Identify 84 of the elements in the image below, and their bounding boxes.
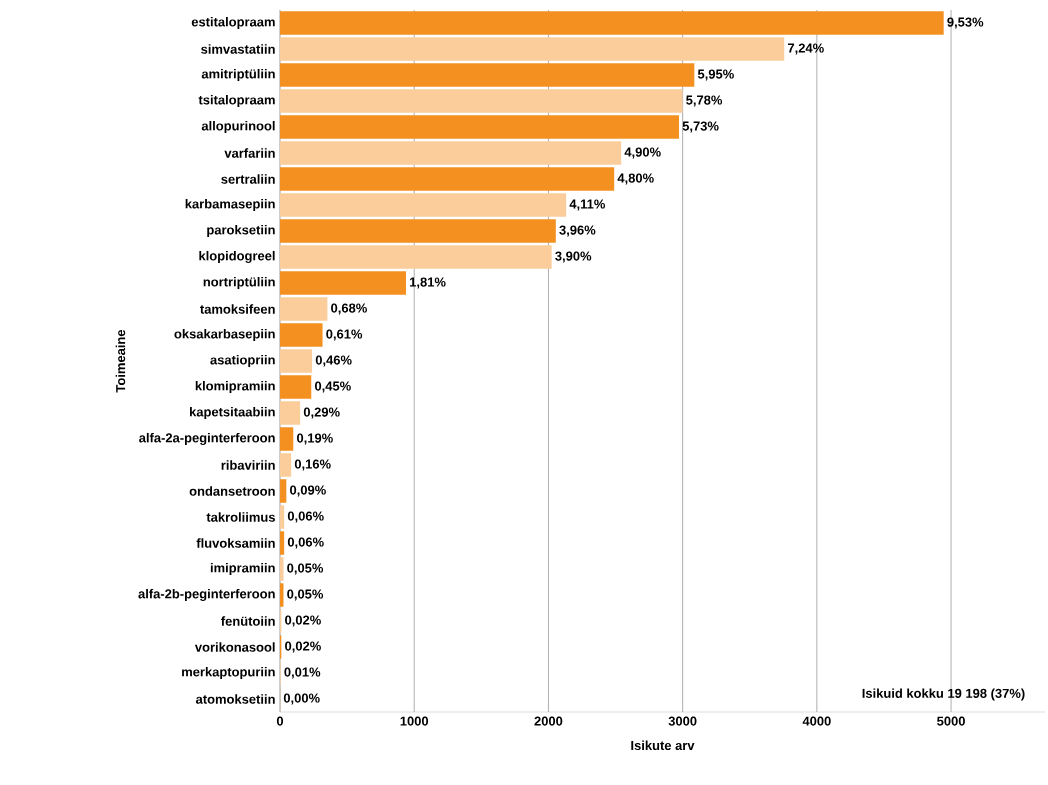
- annotation: 0,19%: [297, 433, 333, 445]
- y-tick-label: paroksetiin: [207, 224, 275, 238]
- bar: [280, 453, 292, 477]
- bar: [280, 479, 287, 503]
- annotation: 7,24%: [788, 43, 824, 55]
- bar: [280, 11, 944, 35]
- annotation: 4,80%: [617, 173, 654, 185]
- y-tick-label: fenütoiin: [221, 616, 275, 626]
- annotation: 0,00%: [283, 693, 320, 705]
- y-tick-label: ribaviriin: [221, 460, 275, 470]
- y-tick-label: klomipramiin: [195, 380, 275, 394]
- bar: [280, 115, 680, 139]
- annotation: 0,01%: [284, 667, 321, 679]
- annotation: 0,45%: [314, 381, 351, 393]
- annotation: 4,90%: [624, 147, 661, 159]
- annotation: 5,73%: [682, 121, 719, 133]
- y-tick-label: varfariin: [224, 148, 275, 158]
- bar: [280, 349, 313, 373]
- annotation: 0,06%: [287, 511, 324, 523]
- y-tick-label: karbamasepiin: [185, 198, 275, 212]
- y-tick-label: fluvoksamiin: [196, 538, 275, 548]
- annotation: 0,29%: [303, 407, 340, 419]
- x-tick-label: 4000: [802, 716, 831, 726]
- annotation: 0,05%: [287, 589, 324, 601]
- x-tick-label: 5000: [937, 716, 965, 726]
- y-tick-label: merkaptopuriin: [182, 666, 275, 680]
- annotation: 0,61%: [326, 329, 363, 341]
- bar: [280, 167, 615, 191]
- annotation: 5,95%: [697, 69, 734, 81]
- bar: [280, 193, 567, 217]
- y-tick-label: tsitalopraam: [198, 94, 275, 108]
- bar: [280, 297, 328, 321]
- y-tick-label: imipramiin: [210, 562, 275, 576]
- y-tick-label: oksakarbasepiin: [174, 328, 275, 342]
- y-tick-label: ondansetroon: [189, 486, 275, 496]
- annotation: 0,05%: [287, 563, 324, 575]
- y-tick-label: atomoksetiin: [195, 694, 275, 704]
- bar: [280, 89, 683, 113]
- annotation: 0,16%: [294, 459, 331, 471]
- bar: [280, 375, 312, 399]
- bar: [280, 531, 285, 555]
- y-tick-label: amitriptüliin: [201, 68, 275, 82]
- x-tick-label: 1000: [400, 716, 429, 726]
- y-tick-label: sertraliin: [221, 174, 275, 184]
- annotation: 0,46%: [315, 355, 352, 367]
- bar: [280, 141, 622, 165]
- annotation: 0,09%: [290, 485, 326, 497]
- x-tick-label: 2000: [534, 716, 563, 726]
- annotation: 0,02%: [285, 615, 321, 627]
- y-tick-label: allopurinool: [201, 120, 275, 134]
- bar: [280, 271, 407, 295]
- y-tick-label: klopidogreel: [199, 250, 275, 264]
- bar: [280, 505, 285, 529]
- x-tick-label: 3000: [668, 716, 697, 726]
- y-tick-label: nortriptüliin: [203, 276, 275, 290]
- bar: [280, 63, 695, 87]
- annotation: 0,06%: [287, 537, 324, 549]
- bar: [280, 323, 323, 347]
- y-tick-label: kapetsitaabiin: [190, 406, 275, 420]
- y-tick-label: estitalopraam: [191, 16, 275, 30]
- y-tick-label: tamoksifeen: [200, 304, 275, 314]
- annotation: 3,96%: [559, 225, 596, 237]
- y-tick-label: alfa-2a-peginterferoon: [139, 432, 275, 446]
- bar: [280, 219, 556, 243]
- y-tick-label: vorikonasool: [194, 642, 275, 652]
- annotation: Isikuid kokku 19 198 (37%): [862, 688, 1025, 701]
- annotation: 0,68%: [331, 303, 367, 315]
- annotation: 5,78%: [686, 95, 723, 107]
- y-tick-label: alfa-2b-peginterferoon: [138, 588, 275, 602]
- bar: [280, 245, 552, 269]
- y-axis-title: Toimeaine: [115, 329, 126, 393]
- annotation: 1,81%: [410, 277, 446, 289]
- x-tick-label: 0: [276, 716, 284, 726]
- annotation: 3,90%: [555, 251, 592, 263]
- y-tick-label: takroliimus: [206, 512, 275, 522]
- annotation: 4,11%: [569, 199, 605, 211]
- x-axis-title: Isikute arv: [631, 740, 695, 751]
- annotation: 0,02%: [285, 641, 321, 653]
- bar: [280, 401, 301, 425]
- bar: [280, 427, 294, 451]
- annotation: 9,53%: [947, 17, 984, 29]
- bar: [280, 37, 785, 61]
- y-tick-label: simvastatiin: [201, 44, 275, 54]
- y-tick-label: asatiopriin: [210, 354, 275, 368]
